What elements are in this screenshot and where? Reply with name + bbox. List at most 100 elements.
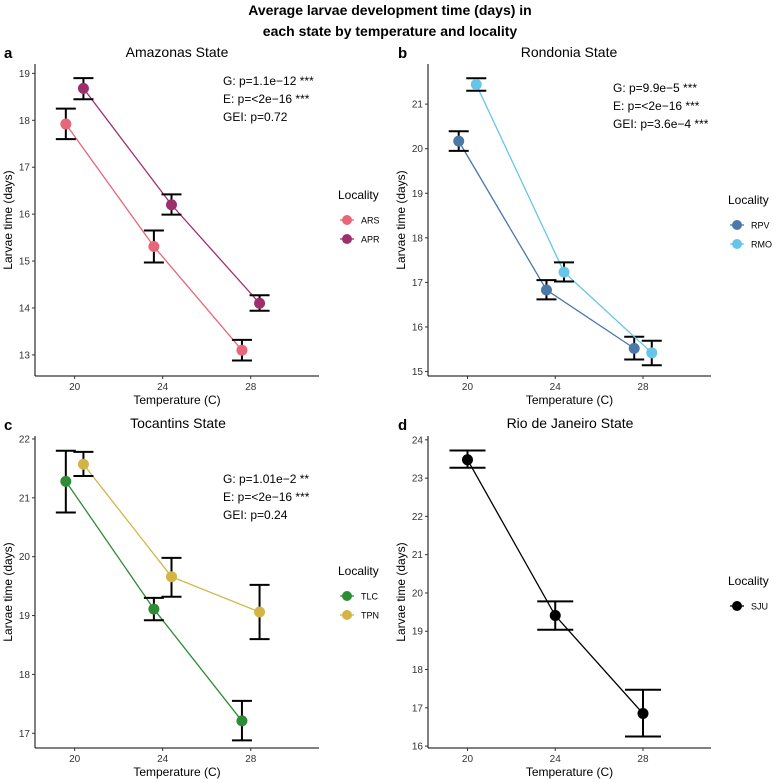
y-tick-label: 17 xyxy=(19,163,31,174)
y-tick-label: 19 xyxy=(19,69,31,80)
x-tick-label: 20 xyxy=(69,382,81,393)
data-point-APR xyxy=(165,199,177,211)
legend-title: Locality xyxy=(338,188,379,202)
legend-label-RPV: RPV xyxy=(751,221,770,231)
y-tick-label: 16 xyxy=(19,210,31,221)
y-tick-label: 15 xyxy=(19,257,31,268)
x-tick-label: 24 xyxy=(157,382,169,393)
legend-label-SJU: SJU xyxy=(751,602,768,612)
panel-title-b: Rondonia State xyxy=(521,44,618,60)
panel-d: d Rio de Janeiro State 16 17 18 19 20 21 22 23 2… xyxy=(394,415,769,779)
data-point-ARS xyxy=(236,344,248,356)
y-tick-label: 18 xyxy=(19,116,31,127)
legend-key-point xyxy=(732,220,742,230)
x-tick-label: 28 xyxy=(245,382,257,393)
data-point-SJU xyxy=(461,454,473,466)
y-tick-label: 17 xyxy=(412,703,424,714)
data-point-TPN xyxy=(254,606,266,618)
legend-label-APR: APR xyxy=(361,235,380,245)
panel-letter-c: c xyxy=(4,417,12,434)
y-tick-label: 16 xyxy=(412,742,424,753)
y-tick-label: 20 xyxy=(412,144,424,155)
x-tick-label: 28 xyxy=(637,754,649,765)
y-tick-label: 17 xyxy=(412,278,424,289)
stats-line: GEI: p=0.72 xyxy=(223,110,288,124)
y-tick-label: 18 xyxy=(19,670,31,681)
stats-line: G: p=1.1e−12 *** xyxy=(223,74,314,88)
legend-label-ARS: ARS xyxy=(361,216,380,226)
legend-key-point xyxy=(342,215,352,225)
data-point-TLC xyxy=(236,715,248,727)
stats-line: E: p=<2e−16 *** xyxy=(223,490,310,504)
stats-line: GEI: p=0.24 xyxy=(223,508,288,522)
data-point-TPN xyxy=(77,458,89,470)
data-point-RPV xyxy=(540,284,552,296)
legend-key-point xyxy=(342,234,352,244)
panel-title-c: Tocantins State xyxy=(130,415,226,431)
y-tick-label: 21 xyxy=(19,493,31,504)
panel-b: b Rondonia State 15 16 17 18 19 20 21 20 24 28 Tem… xyxy=(394,44,772,407)
data-point-TLC xyxy=(148,603,160,615)
stats-line: E: p=<2e−16 *** xyxy=(223,92,310,106)
y-tick-label: 23 xyxy=(412,474,424,485)
y-tick-label: 20 xyxy=(412,588,424,599)
legend-key-point xyxy=(732,239,742,249)
series-line-RPV xyxy=(458,140,635,349)
y-axis-label: Larvae time (days) xyxy=(1,542,15,641)
panel-letter-b: b xyxy=(398,45,407,62)
figure-title-line2: each state by temperature and locality xyxy=(263,23,518,39)
y-axis-label: Larvae time (days) xyxy=(394,542,408,641)
y-tick-label: 18 xyxy=(412,665,424,676)
legend-key-point xyxy=(732,601,742,611)
x-tick-label: 24 xyxy=(157,754,169,765)
x-axis-label: Temperature (C) xyxy=(526,765,613,779)
stats-line: E: p=<2e−16 *** xyxy=(613,99,700,113)
legend-label-TPN: TPN xyxy=(361,611,379,621)
data-point-RMO xyxy=(558,266,570,278)
data-point-RMO xyxy=(470,79,482,91)
legend-title: Locality xyxy=(338,564,379,578)
y-axis-label: Larvae time (days) xyxy=(394,170,408,269)
legend-key-point xyxy=(342,610,352,620)
y-tick-label: 14 xyxy=(19,303,31,314)
x-tick-label: 24 xyxy=(550,382,562,393)
stats-line: G: p=9.9e−5 *** xyxy=(613,81,697,95)
y-tick-label: 20 xyxy=(19,552,31,563)
data-point-ARS xyxy=(148,241,160,253)
data-point-APR xyxy=(254,297,266,309)
data-point-SJU xyxy=(549,610,561,622)
y-tick-label: 22 xyxy=(412,512,424,523)
x-axis-label: Temperature (C) xyxy=(133,765,220,779)
data-point-RPV xyxy=(628,342,640,354)
y-tick-label: 15 xyxy=(412,367,424,378)
figure-title-line1: Average larvae development time (days) i… xyxy=(248,2,531,18)
y-tick-label: 22 xyxy=(19,434,31,445)
x-tick-label: 28 xyxy=(245,754,257,765)
y-tick-label: 21 xyxy=(412,100,424,111)
stats-line: G: p=1.01e−2 ** xyxy=(223,472,309,486)
y-tick-label: 13 xyxy=(19,350,31,361)
data-point-TLC xyxy=(60,475,72,487)
panel-letter-d: d xyxy=(398,417,407,434)
x-tick-label: 28 xyxy=(637,382,649,393)
y-axis-label: Larvae time (days) xyxy=(1,170,15,269)
y-tick-label: 21 xyxy=(412,550,424,561)
panel-c: c Tocantins State 17 18 19 20 21 22 20 24 28 Temp… xyxy=(1,415,379,779)
panel-a: a Amazonas State 13 14 15 16 17 18 19 20 24 28 Tem… xyxy=(1,44,380,407)
x-tick-label: 24 xyxy=(550,754,562,765)
y-tick-label: 24 xyxy=(412,435,424,446)
series-line-SJU xyxy=(466,459,644,714)
legend-title: Locality xyxy=(728,193,769,207)
y-tick-label: 19 xyxy=(412,627,424,638)
y-tick-label: 18 xyxy=(412,233,424,244)
legend-label-RMO: RMO xyxy=(751,240,772,250)
x-tick-label: 20 xyxy=(462,382,474,393)
legend-title: Locality xyxy=(728,574,769,588)
data-point-APR xyxy=(77,82,89,94)
data-point-RPV xyxy=(453,135,465,147)
data-point-RMO xyxy=(646,347,658,359)
data-point-ARS xyxy=(60,118,72,130)
panel-title-a: Amazonas State xyxy=(126,44,229,60)
legend-label-TLC: TLC xyxy=(361,592,379,602)
